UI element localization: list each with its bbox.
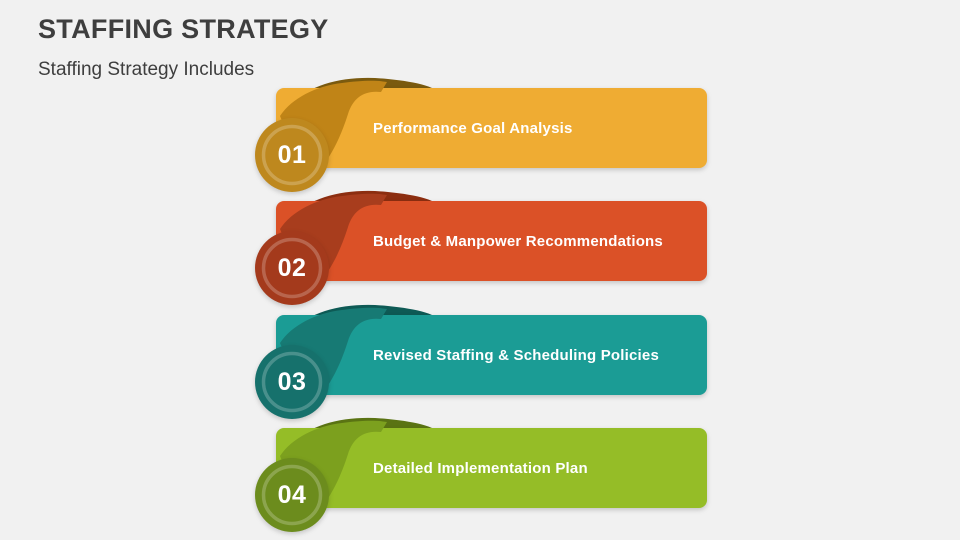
badge-ring	[261, 124, 323, 186]
item-bar	[276, 428, 707, 508]
item-graphic	[255, 417, 707, 532]
item-bar	[276, 315, 707, 395]
strategy-item-1: 01 Performance Goal Analysis	[240, 74, 720, 200]
item-bar	[276, 201, 707, 281]
item-graphic	[255, 304, 707, 419]
number-badge	[255, 118, 329, 192]
number-badge	[255, 231, 329, 305]
item-bar	[276, 88, 707, 168]
number-badge	[255, 458, 329, 532]
strategy-item-2: 02 Budget & Manpower Recommendations	[240, 187, 720, 313]
step-number: 01	[277, 140, 307, 169]
badge-ring	[261, 464, 323, 526]
step-label: Performance Goal Analysis	[373, 119, 573, 137]
item-graphic	[255, 77, 707, 192]
badge-ring	[261, 351, 323, 413]
strategy-item-4: 04 Detailed Implementation Plan	[240, 414, 720, 540]
strategy-item-3: 03 Revised Staffing & Scheduling Policie…	[240, 301, 720, 427]
step-number: 03	[277, 367, 307, 396]
step-label: Budget & Manpower Recommendations	[373, 232, 663, 250]
page-title: STAFFING STRATEGY	[38, 14, 329, 44]
page-subtitle: Staffing Strategy Includes	[38, 59, 255, 80]
badge-ring	[261, 237, 323, 299]
step-number: 04	[277, 480, 307, 509]
step-label: Revised Staffing & Scheduling Policies	[373, 346, 659, 364]
item-graphic	[255, 190, 707, 305]
number-badge	[255, 345, 329, 419]
step-label: Detailed Implementation Plan	[373, 459, 588, 477]
step-number: 02	[277, 253, 307, 282]
